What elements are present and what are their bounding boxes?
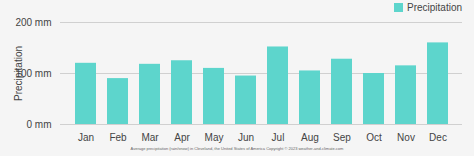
svg-text:Mar: Mar [141,132,159,143]
html-text:Precipitation: Precipitation [407,1,462,13]
svg-text:Jun: Jun [238,132,254,143]
svg-text:Oct: Oct [366,132,382,143]
svg-text:Dec: Dec [429,132,447,143]
svg-text:Apr: Apr [174,132,190,143]
svg-text:May: May [205,132,224,143]
svg-text:Aug: Aug [301,132,319,143]
svg-text:Feb: Feb [109,132,127,143]
svg-text:Jan: Jan [78,132,94,143]
html-text:Average precipitation (rain/sn: Average precipitation (rain/snow) in Cle… [130,146,344,151]
svg-text:200 mm: 200 mm [15,17,51,28]
svg-text:100 mm: 100 mm [15,67,52,79]
svg-text:Sep: Sep [333,132,351,143]
svg-text:0 mm: 0 mm [27,119,52,130]
svg-text:Jul: Jul [272,132,285,143]
svg-text:Precipitation: Precipitation [13,46,24,101]
svg-text:Nov: Nov [397,132,415,143]
